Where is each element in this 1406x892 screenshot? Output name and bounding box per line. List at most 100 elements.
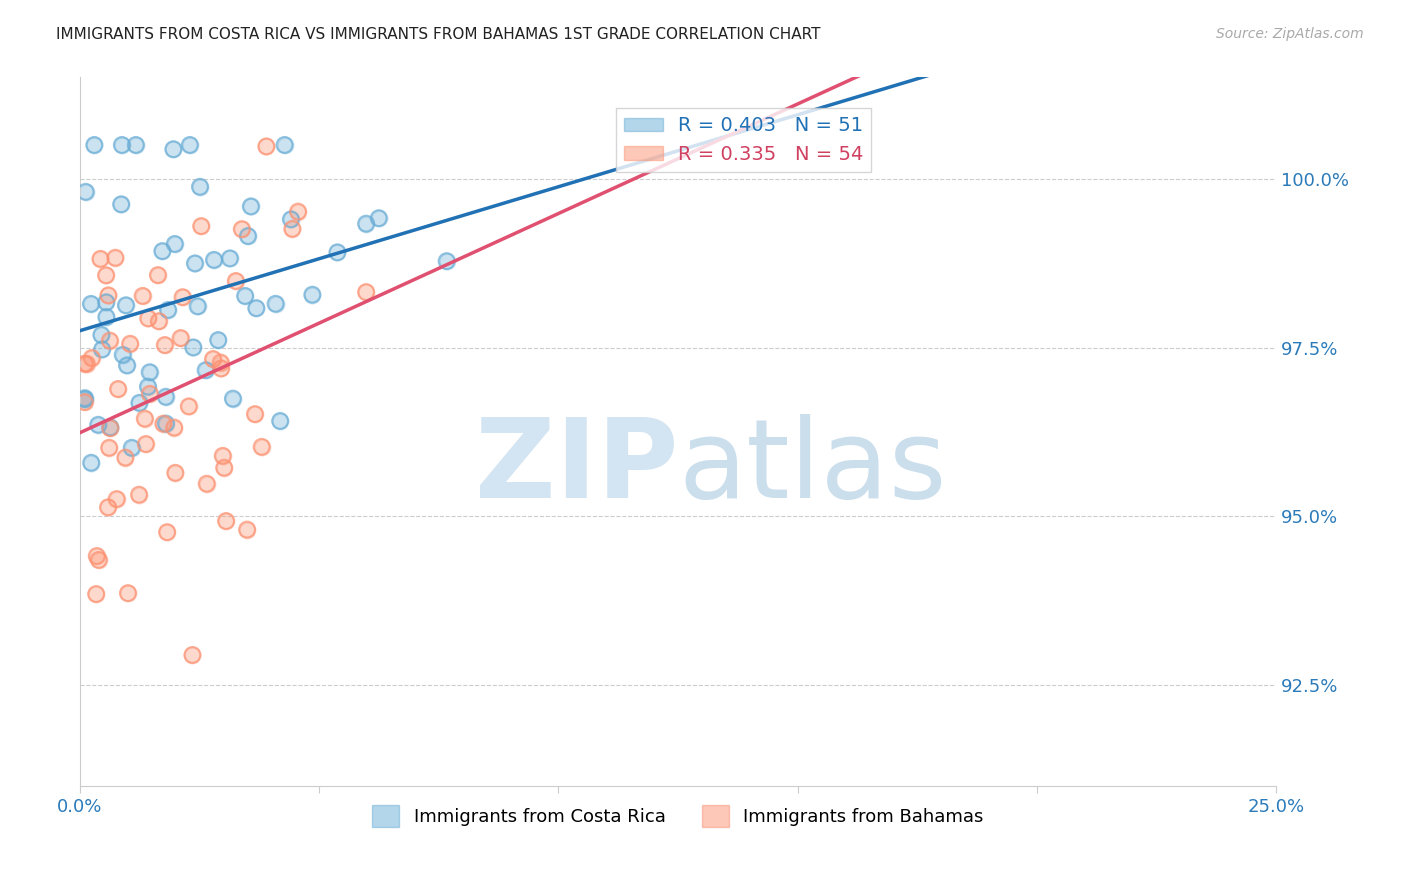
Point xyxy=(287,204,309,219)
Point xyxy=(236,229,259,244)
Point xyxy=(233,289,256,303)
Point xyxy=(163,236,186,251)
Point xyxy=(202,252,225,267)
Point xyxy=(354,285,377,299)
Point xyxy=(239,199,262,213)
Point xyxy=(181,341,204,355)
Point xyxy=(152,417,174,431)
Point xyxy=(152,417,174,431)
Point xyxy=(172,290,194,304)
Point xyxy=(436,254,458,268)
Point xyxy=(153,338,176,352)
Point xyxy=(111,348,134,362)
Point xyxy=(169,331,191,345)
Point xyxy=(115,298,138,312)
Point xyxy=(188,179,211,194)
Text: ZIP: ZIP xyxy=(475,414,678,521)
Point xyxy=(135,437,157,451)
Point xyxy=(96,295,118,310)
Point xyxy=(194,363,217,377)
Point xyxy=(107,382,129,396)
Point xyxy=(153,338,176,352)
Point xyxy=(207,333,229,347)
Point xyxy=(98,334,121,348)
Point xyxy=(326,245,349,260)
Point xyxy=(209,355,232,369)
Point xyxy=(212,460,235,475)
Point xyxy=(114,450,136,465)
Point xyxy=(134,411,156,425)
Point xyxy=(111,138,134,153)
Point xyxy=(212,460,235,475)
Point xyxy=(165,466,187,480)
Point xyxy=(195,476,218,491)
Point xyxy=(117,586,139,600)
Point xyxy=(190,219,212,233)
Point xyxy=(163,420,186,434)
Text: IMMIGRANTS FROM COSTA RICA VS IMMIGRANTS FROM BAHAMAS 1ST GRADE CORRELATION CHAR: IMMIGRANTS FROM COSTA RICA VS IMMIGRANTS… xyxy=(56,27,821,42)
Legend: Immigrants from Costa Rica, Immigrants from Bahamas: Immigrants from Costa Rica, Immigrants f… xyxy=(366,797,991,834)
Point xyxy=(73,395,96,409)
Point xyxy=(83,138,105,153)
Point xyxy=(190,219,212,233)
Point xyxy=(125,138,148,153)
Point xyxy=(76,357,98,371)
Point xyxy=(162,142,184,156)
Point xyxy=(177,400,200,414)
Point xyxy=(152,244,174,258)
Point xyxy=(231,222,253,236)
Point xyxy=(84,587,107,601)
Point xyxy=(80,351,103,365)
Point xyxy=(172,290,194,304)
Point xyxy=(86,549,108,563)
Point xyxy=(107,382,129,396)
Point xyxy=(163,236,186,251)
Point xyxy=(156,525,179,540)
Point xyxy=(97,500,120,515)
Point xyxy=(111,348,134,362)
Point xyxy=(243,407,266,421)
Point xyxy=(250,440,273,454)
Point xyxy=(236,523,259,537)
Point xyxy=(86,549,108,563)
Point xyxy=(105,492,128,507)
Point xyxy=(367,211,389,226)
Point xyxy=(233,289,256,303)
Point xyxy=(269,414,291,428)
Point xyxy=(264,297,287,311)
Point xyxy=(155,390,177,404)
Point xyxy=(136,311,159,326)
Point xyxy=(105,492,128,507)
Point xyxy=(98,334,121,348)
Point xyxy=(131,289,153,303)
Point xyxy=(89,252,111,266)
Point xyxy=(215,514,238,528)
Point xyxy=(156,525,179,540)
Point xyxy=(83,138,105,153)
Point xyxy=(269,414,291,428)
Point xyxy=(231,222,253,236)
Point xyxy=(157,302,180,317)
Point xyxy=(114,450,136,465)
Point xyxy=(90,327,112,342)
Point xyxy=(218,252,240,266)
Point xyxy=(125,138,148,153)
Point xyxy=(184,256,207,270)
Point xyxy=(264,297,287,311)
Point xyxy=(135,437,157,451)
Text: Source: ZipAtlas.com: Source: ZipAtlas.com xyxy=(1216,27,1364,41)
Point xyxy=(90,327,112,342)
Point xyxy=(87,417,110,432)
Point xyxy=(97,288,120,302)
Point xyxy=(73,391,96,405)
Point xyxy=(138,365,160,379)
Point xyxy=(202,351,225,366)
Point xyxy=(98,441,121,455)
Point xyxy=(222,392,245,406)
Point xyxy=(215,514,238,528)
Point xyxy=(94,268,117,283)
Point xyxy=(239,199,262,213)
Point xyxy=(87,553,110,567)
Point xyxy=(281,221,304,235)
Point xyxy=(236,523,259,537)
